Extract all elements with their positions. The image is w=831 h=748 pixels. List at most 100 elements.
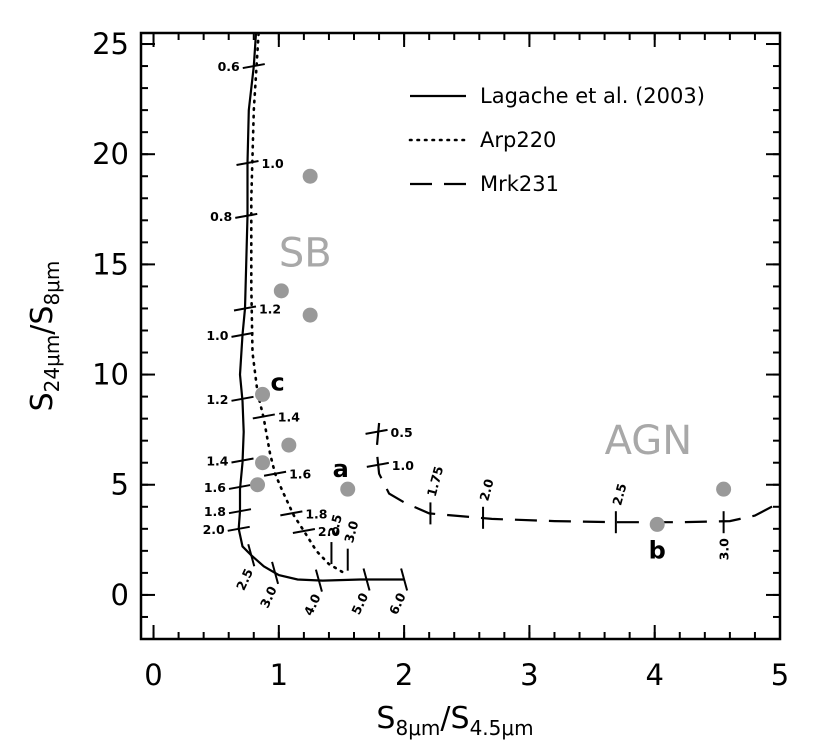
redshift-label: 1.8 [204,504,226,519]
data-point [250,477,266,493]
redshift-tick [233,305,257,312]
redshift-mark-lagache: 1.6 [204,480,252,495]
redshift-label: 4.0 [301,591,324,618]
legend-label-arp220: Arp220 [480,128,556,152]
redshift-tick [362,568,371,591]
redshift-marks-layer: 0.61.00.81.21.01.21.41.61.82.02.53.0 4.0 5… [203,59,732,618]
redshift-label: 1.0 [206,328,228,343]
redshift-label: 1.4 [206,454,228,469]
x-tick-label: 1 [270,658,288,692]
series-line-mrk231 [375,422,780,524]
legend-label-mrk231: Mrk231 [480,172,559,196]
redshift-tick [228,483,252,490]
x-tick-label: 0 [144,658,162,692]
x-label-slash: / [440,701,451,736]
redshift-mark-lagache: 0.6 [218,59,265,74]
redshift-mark-arp220: 2.5 [325,513,345,565]
redshift-mark-arp220: 1.8 [280,506,328,521]
data-point [255,386,271,402]
x-tick-label: 2 [395,658,413,692]
redshift-label: 1.2 [206,392,228,407]
redshift-mark-mrk231: 2.0 [476,477,497,529]
redshift-label: 1.2 [259,301,281,316]
redshift-tick [227,525,250,532]
y-tick-label: 5 [111,468,129,502]
data-point [302,307,318,323]
redshift-label: 1.8 [305,506,327,521]
redshift-tick [280,510,303,517]
data-point [302,168,318,184]
redshift-tick [366,461,389,468]
redshift-mark-lagache: 1.0 [206,328,254,343]
redshift-mark-arp220: 3.0 [341,519,361,571]
redshift-label: 1.6 [289,467,311,482]
redshift-tick [235,212,258,219]
tracks-layer [237,33,780,582]
redshift-mark-lagache: 2.5 [233,543,256,593]
series-line-lagache [237,33,405,582]
y-label-slash: / [25,324,60,335]
y-label-sub-den: 8μm [40,261,64,306]
redshift-tick [242,63,265,70]
series-line-arp220 [250,33,346,575]
redshift-label: 1.0 [392,458,414,473]
redshift-mark-lagache: 0.8 [210,209,258,224]
redshift-label: 1.75 [424,464,446,498]
region-label-agn: AGN [605,418,693,464]
y-label-sub-num: 24μm [40,335,64,393]
redshift-mark-lagache: 1.4 [206,454,254,469]
redshift-mark-lagache: 4.0 [301,569,324,618]
redshift-label: 1.4 [278,409,300,424]
data-point [649,516,665,532]
redshift-tick [292,528,316,535]
redshift-mark-lagache: 2.0 [203,522,250,537]
y-tick-label: 15 [92,247,129,281]
redshift-label: 2.5 [325,513,345,538]
redshift-label: 2.5 [233,566,256,592]
redshift-tick [263,470,287,477]
redshift-label: 1.6 [204,480,226,495]
redshift-tick [228,508,252,515]
point-label-b: b [649,536,666,564]
legend: Lagache et al. (2003) Arp220 Mrk231 [408,84,705,196]
annotations-layer: SB AGN [279,231,692,464]
redshift-tick [231,395,254,402]
redshift-tick [231,457,254,464]
redshift-mark-mrk231: 2.5 [609,482,629,534]
redshift-mark-mrk231: 0.5 [365,425,413,440]
y-label-main: S [25,392,60,411]
redshift-label: 2.0 [318,524,340,539]
x-axis-label: S8μm/S4.5μm [376,701,533,740]
redshift-tick [271,561,280,585]
redshift-label: 3.0 [717,538,732,560]
redshift-label: 2.0 [476,477,496,503]
point-label-c: c [271,368,285,396]
redshift-mark-lagache: 1.8 [204,504,252,519]
x-tick-label: 5 [771,658,789,692]
redshift-mark-lagache: 1.2 [233,301,281,316]
redshift-mark-lagache: 1.2 [206,392,254,407]
x-label-sub-num: 8μm [395,716,440,740]
redshift-mark-mrk231: 1.0 [366,458,414,473]
region-label-sb: SB [279,231,332,277]
redshift-tick [314,569,323,592]
data-points-layer: c a b [250,168,732,564]
data-point [281,437,297,453]
data-point [255,455,271,471]
point-label-a: a [333,455,349,483]
redshift-label: 6.0 [386,590,409,617]
axes-layer: 0 1 2 3 4 5 0 5 10 15 20 25 [92,27,789,692]
redshift-mark-mrk231: 3.0 [717,511,732,560]
redshift-mark-mrk231: 1.75 [424,464,446,525]
x-label-sub-den: 4.5μm [470,716,534,740]
y-tick-label: 10 [92,358,129,392]
x-label-main: S [376,701,395,736]
redshift-mark-lagache: 6.0 [386,568,409,617]
redshift-mark-arp220: 1.6 [263,467,312,482]
y-tick-label: 25 [92,27,129,61]
y-label-main2: S [25,306,60,325]
redshift-tick [247,543,256,567]
x-label-main2: S [451,701,470,736]
redshift-tick [400,568,409,591]
